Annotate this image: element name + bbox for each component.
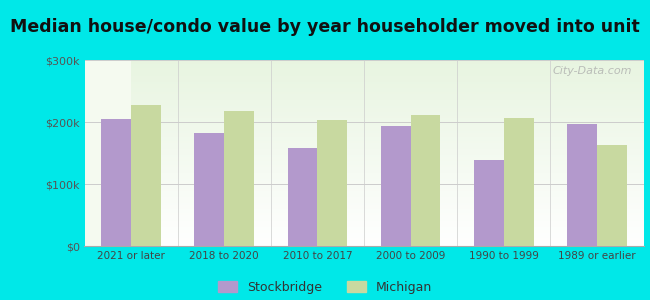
Bar: [317, 120, 347, 246]
Bar: [224, 111, 254, 246]
Text: City-Data.com: City-Data.com: [552, 66, 632, 76]
Bar: [411, 115, 441, 246]
Bar: [194, 133, 224, 246]
Bar: [504, 118, 534, 246]
Bar: [381, 126, 411, 246]
Bar: [101, 119, 131, 246]
Bar: [131, 105, 161, 246]
Legend: Stockbridge, Michigan: Stockbridge, Michigan: [218, 281, 432, 294]
Bar: [474, 160, 504, 246]
Bar: [597, 145, 627, 246]
Bar: [287, 148, 317, 246]
Text: Median house/condo value by year householder moved into unit: Median house/condo value by year househo…: [10, 18, 640, 36]
Bar: [567, 124, 597, 246]
